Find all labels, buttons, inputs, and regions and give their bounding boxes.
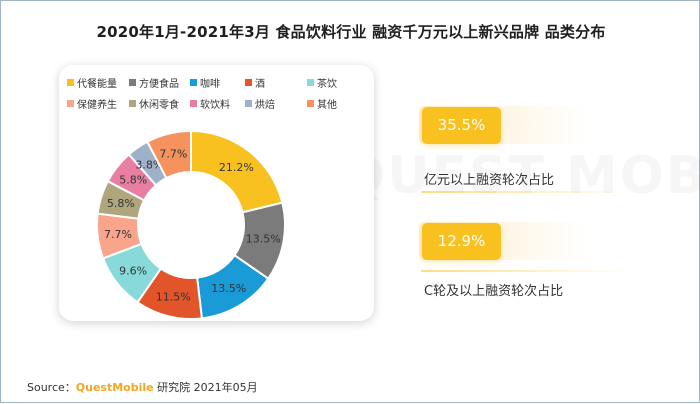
legend-swatch	[67, 79, 74, 86]
legend-swatch	[67, 100, 74, 107]
legend-swatch	[190, 100, 197, 107]
legend-label: 咖啡	[200, 79, 220, 90]
legend-label: 休闲零食	[139, 100, 179, 111]
legend-label: 茶饮	[317, 79, 337, 90]
legend-item: 软饮料	[190, 96, 245, 111]
legend-label: 保健养生	[77, 100, 117, 111]
legend-swatch	[129, 100, 136, 107]
legend-label: 软饮料	[200, 100, 230, 111]
legend-item: 方便食品	[129, 75, 190, 90]
stat-label-1: 亿元以上融资轮次占比	[424, 173, 555, 188]
chart-title: 2020年1月-2021年3月 食品饮料行业 融资千万元以上新兴品牌 品类分布	[96, 23, 606, 41]
legend-swatch	[307, 79, 314, 86]
legend-item: 其他	[307, 96, 362, 111]
stat-divider-1	[421, 191, 631, 193]
legend-swatch	[245, 79, 252, 86]
legend-item: 酒	[245, 75, 307, 90]
legend-swatch	[307, 100, 314, 107]
stat-value-2: 12.9%	[422, 223, 501, 260]
source-prefix: Source：	[27, 381, 76, 394]
legend-swatch	[129, 79, 136, 86]
source-note: Source：QuestMobile 研究院 2021年05月	[27, 379, 258, 395]
legend-label: 代餐能量	[77, 79, 117, 90]
legend-item: 休闲零食	[129, 96, 190, 111]
source-suffix: 研究院 2021年05月	[153, 381, 258, 394]
legend-item: 烘焙	[245, 96, 307, 111]
chart-legend: 代餐能量 方便食品 咖啡 酒 茶饮保健养生 休闲零食 软饮料 烘焙 其他	[67, 75, 367, 111]
stat-value-1: 35.5%	[422, 107, 501, 144]
legend-item: 咖啡	[190, 75, 245, 90]
legend-label: 方便食品	[139, 79, 179, 90]
legend-item: 保健养生	[67, 96, 129, 111]
stat-divider-2	[421, 270, 631, 272]
legend-label: 其他	[317, 100, 337, 111]
legend-item: 代餐能量	[67, 75, 129, 90]
stat-label-2: C轮及以上融资轮次占比	[424, 284, 564, 299]
legend-swatch	[245, 100, 252, 107]
legend-label: 烘焙	[255, 100, 275, 111]
legend-swatch	[190, 79, 197, 86]
legend-label: 酒	[255, 79, 265, 90]
source-brand: QuestMobile	[75, 381, 154, 394]
legend-item: 茶饮	[307, 75, 362, 90]
